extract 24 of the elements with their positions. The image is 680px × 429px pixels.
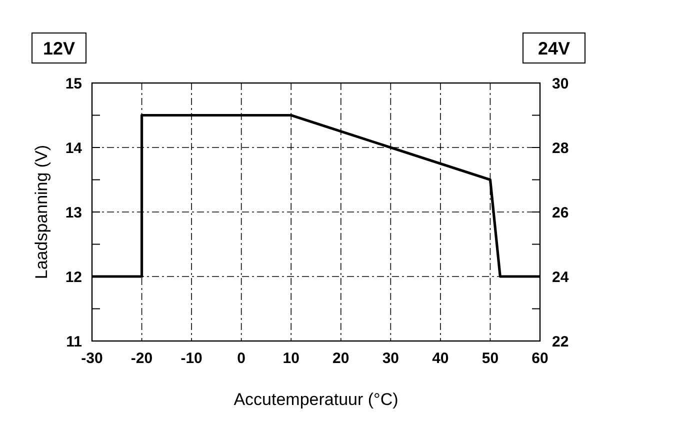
y-tick-label: 11 — [66, 333, 82, 350]
text: 12V — [42, 38, 76, 58]
y-tick-label: 13 — [65, 204, 82, 222]
y2-tick-label: 24 — [552, 268, 570, 286]
x-tick-label: -20 — [130, 350, 153, 367]
x-tick-label: 60 — [532, 350, 548, 367]
x-tick-label: 30 — [382, 350, 400, 367]
x-tick-label: 50 — [482, 350, 499, 367]
x-tick-label: -10 — [180, 350, 202, 367]
y2-tick-label: 26 — [552, 204, 569, 222]
x-tick-label: 40 — [432, 350, 449, 367]
x-tick-label: 20 — [332, 350, 350, 367]
y2-tick-label: 28 — [552, 140, 569, 157]
y-tick-label: 12 — [65, 268, 82, 286]
x-tick-label: 10 — [282, 350, 300, 367]
y-tick-label: 15 — [65, 75, 82, 92]
y2-tick-label: 30 — [552, 75, 569, 92]
y-axis-title: Laadspanning (V) — [32, 144, 51, 280]
x-axis-title: Accutemperatuur (°C) — [234, 390, 398, 409]
text: 24V — [538, 38, 570, 58]
y2-tick-label: 22 — [552, 333, 569, 350]
x-tick-label: 0 — [237, 350, 246, 367]
x-tick-label: -30 — [81, 350, 103, 367]
y-tick-label: 14 — [65, 140, 83, 157]
